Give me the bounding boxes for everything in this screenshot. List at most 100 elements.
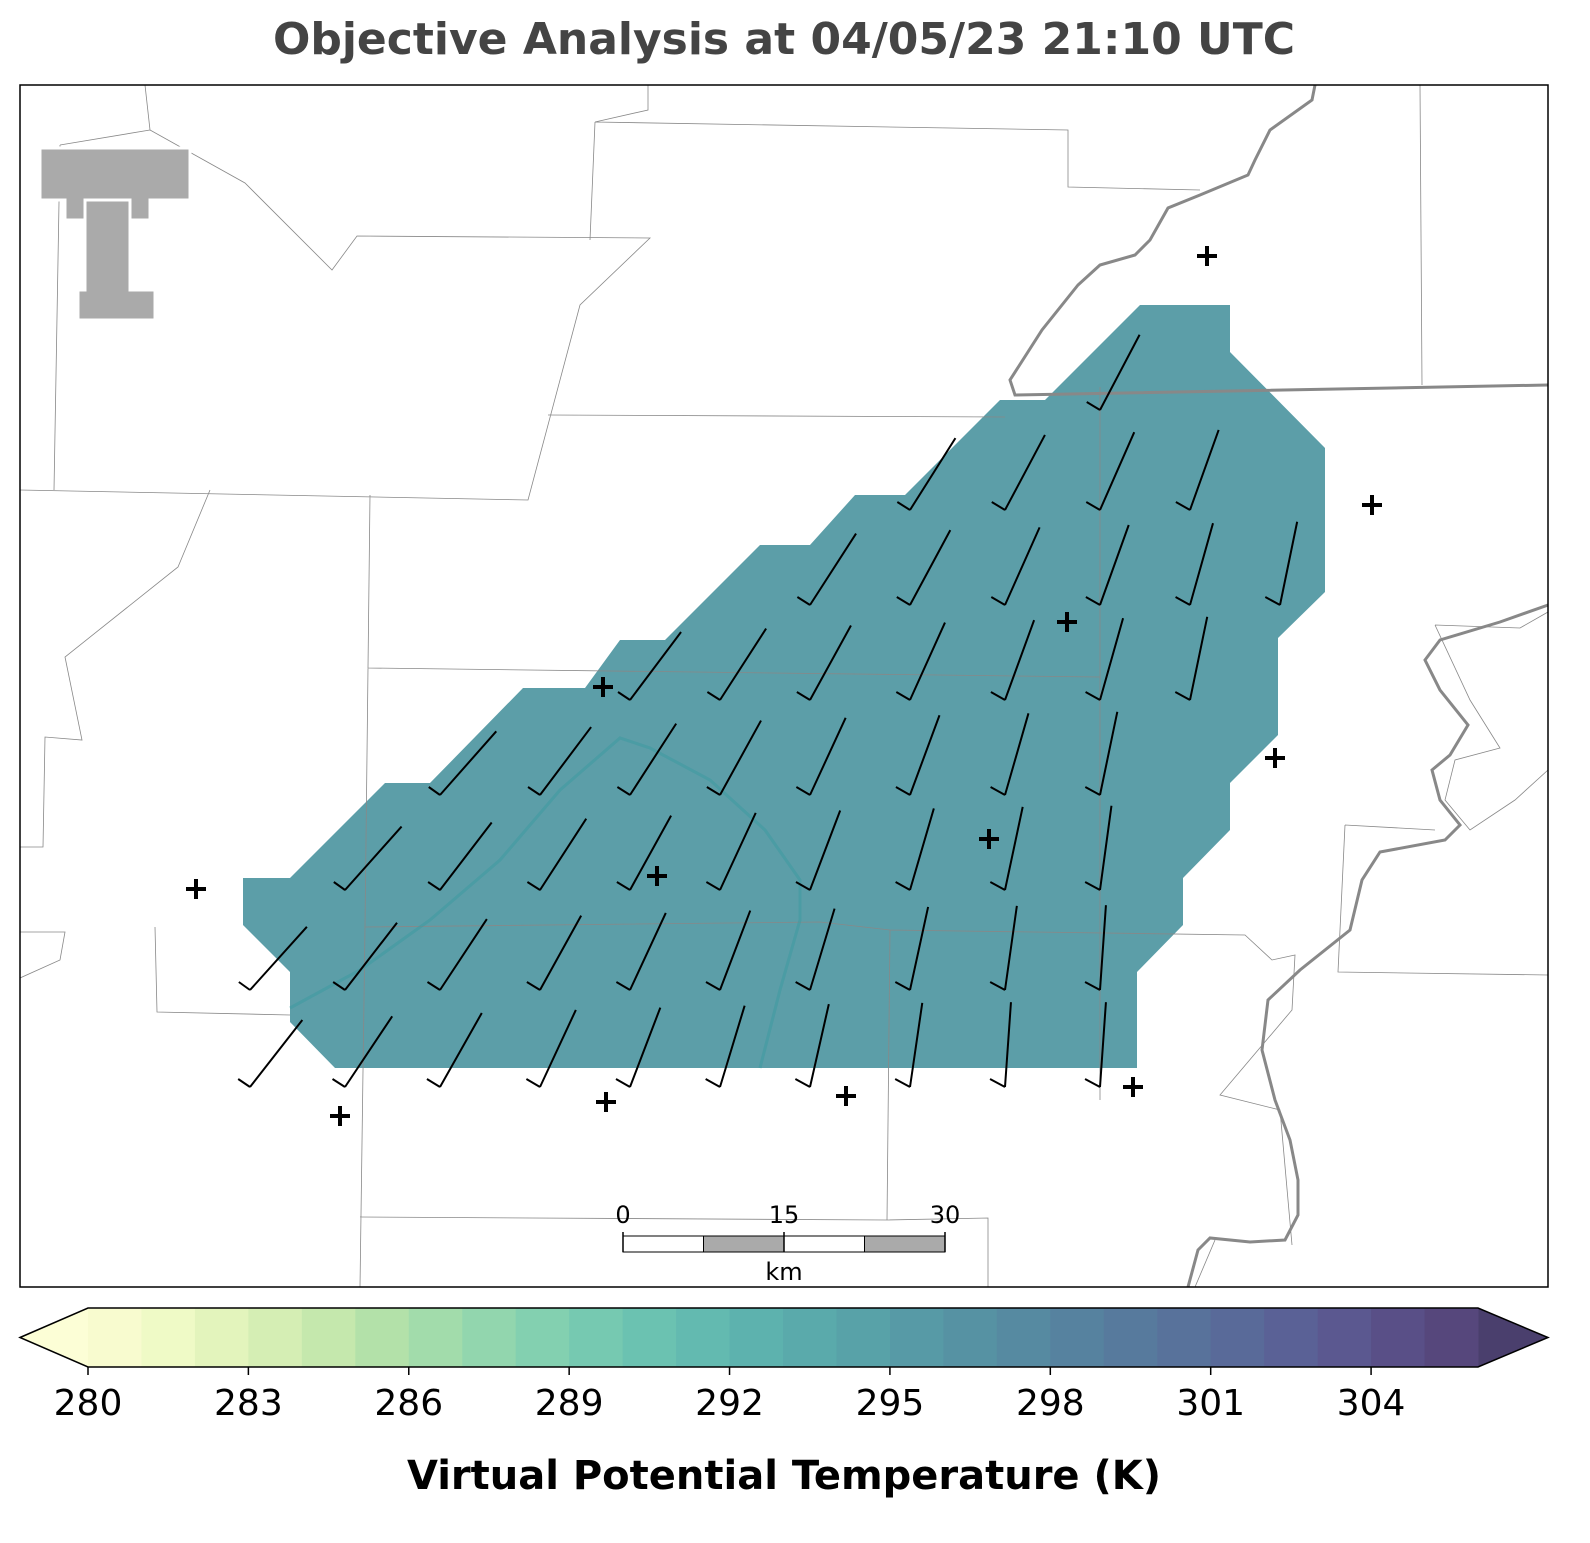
station xyxy=(647,866,667,886)
colorbar-under xyxy=(20,1308,88,1367)
wind-barb xyxy=(1175,429,1220,511)
wind-barb xyxy=(617,631,682,701)
colorbar-tick-label: 283 xyxy=(214,1383,283,1424)
wind-barb xyxy=(526,915,583,991)
wind-barb xyxy=(795,717,847,796)
colorbar-bin xyxy=(1050,1308,1105,1367)
scale-unit: km xyxy=(765,1258,802,1286)
wind-barb xyxy=(1084,905,1107,991)
analysis-area xyxy=(243,305,1325,1068)
colorbar-bin xyxy=(783,1308,837,1367)
colorbar-bin xyxy=(88,1308,142,1367)
wind-barbs xyxy=(237,334,1299,1088)
wind-barb xyxy=(796,625,852,701)
colorbar-bin xyxy=(301,1308,356,1367)
wind-barb xyxy=(1085,617,1125,701)
colorbar-bin xyxy=(1264,1308,1319,1367)
colorbar-bin xyxy=(194,1308,249,1367)
wind-barb xyxy=(426,918,488,991)
wind-barb xyxy=(989,806,1024,891)
wind-barb xyxy=(895,622,946,701)
wind-barb xyxy=(989,905,1018,991)
wind-barb xyxy=(525,1009,577,1088)
station xyxy=(1057,612,1077,632)
colorbar-tick-label: 289 xyxy=(535,1383,604,1424)
colorbar-bin xyxy=(676,1308,731,1367)
station xyxy=(1265,748,1285,768)
basemap xyxy=(20,85,1548,1287)
colorbar-tick-label: 280 xyxy=(54,1383,123,1424)
scale-label: 0 xyxy=(615,1201,630,1229)
wind-barb xyxy=(1264,521,1299,606)
colorbar-bin xyxy=(1210,1308,1265,1367)
wind-barb xyxy=(896,529,952,606)
wind-barb xyxy=(795,908,836,991)
wind-barb xyxy=(796,533,857,606)
wind-barb xyxy=(795,810,842,891)
wind-barb xyxy=(990,713,1030,796)
colorbar-bin xyxy=(889,1308,944,1367)
colorbar-bin xyxy=(355,1308,410,1367)
wind-barb xyxy=(526,818,588,891)
wind-barb xyxy=(527,726,592,796)
wind-barb xyxy=(427,821,493,891)
wind-barb xyxy=(705,910,752,991)
wind-barb xyxy=(331,1015,394,1088)
colorbar-bin xyxy=(408,1308,463,1367)
wind-barb xyxy=(895,714,941,796)
wind-barb xyxy=(615,1007,662,1088)
colorbar-bin xyxy=(622,1308,677,1367)
colorbar-bin xyxy=(515,1308,570,1367)
colorbar-over xyxy=(1478,1308,1548,1367)
colorbar-tick-label: 292 xyxy=(695,1383,764,1424)
map-frame xyxy=(19,84,1549,1288)
scale-segment xyxy=(864,1235,946,1253)
colorbar-bin xyxy=(996,1308,1051,1367)
station xyxy=(596,1092,616,1112)
scale-segment xyxy=(622,1235,704,1253)
wind-barb xyxy=(990,619,1036,701)
logo xyxy=(38,146,192,322)
wind-barb xyxy=(896,437,957,511)
wind-barb xyxy=(706,628,767,701)
wind-barb xyxy=(990,526,1041,606)
wind-barb xyxy=(1086,334,1141,411)
wind-barb xyxy=(894,906,930,991)
wind-barb xyxy=(1174,616,1209,701)
wind-barb xyxy=(895,808,935,891)
wind-barb xyxy=(333,825,403,891)
station xyxy=(836,1086,856,1106)
colorbar: 280 283 286 289 292 295 298 301 304 xyxy=(18,1307,1550,1424)
scale-segment xyxy=(703,1235,785,1253)
colorbar-tick-label: 298 xyxy=(1016,1383,1085,1424)
wind-barb xyxy=(1085,431,1136,511)
wind-barb xyxy=(426,1012,483,1088)
colorbar-bin xyxy=(943,1308,998,1367)
wind-barb xyxy=(616,815,672,891)
station xyxy=(1123,1077,1143,1097)
colorbar-bin xyxy=(1103,1308,1158,1367)
wind-barb xyxy=(615,912,667,991)
wind-barb xyxy=(1084,805,1113,891)
station xyxy=(1362,495,1382,515)
colorbar-tick-label: 286 xyxy=(374,1383,443,1424)
wind-barb xyxy=(332,922,398,991)
scale-label: 15 xyxy=(769,1201,800,1229)
wind-barb xyxy=(1175,522,1214,606)
station xyxy=(593,677,613,697)
wind-barb xyxy=(238,926,308,991)
wind-barb xyxy=(237,1019,304,1088)
wind-barb xyxy=(706,720,762,796)
wind-barb xyxy=(705,812,757,891)
colorbar-bin xyxy=(141,1308,196,1367)
colorbar-bin xyxy=(1157,1308,1212,1367)
colorbar-tick-label: 295 xyxy=(856,1383,925,1424)
wind-barb xyxy=(989,1002,1012,1088)
scale-segment xyxy=(783,1235,865,1253)
colorbar-label: Virtual Potential Temperature (K) xyxy=(407,1453,1161,1499)
colorbar-bin xyxy=(836,1308,891,1367)
colorbar-bin xyxy=(1424,1308,1479,1367)
station xyxy=(979,829,999,849)
station xyxy=(186,879,206,899)
